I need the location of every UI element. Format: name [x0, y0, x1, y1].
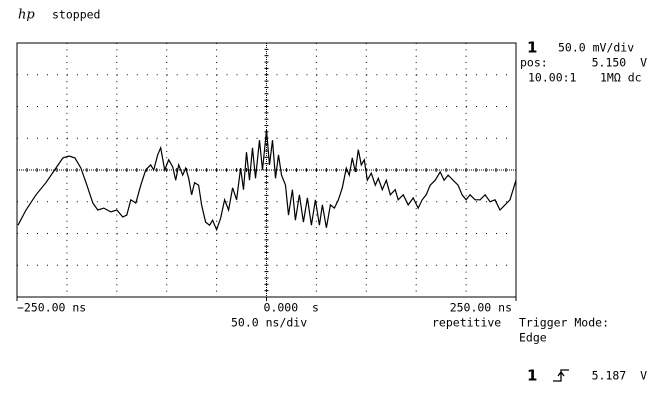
trigger-mode: Edge — [519, 331, 547, 345]
trigger-mode-label: Trigger Mode: — [519, 316, 609, 330]
channel-position: 5.150 V — [592, 56, 647, 70]
logo: hp — [18, 8, 35, 23]
timebase: 50.0 ns/div — [231, 316, 307, 330]
x-tick-label: 250.00 ns — [450, 301, 512, 315]
coupling: 1MΩ dc — [600, 71, 642, 85]
trigger-edge-icon — [553, 369, 569, 382]
acquisition-mode: repetitive — [432, 316, 501, 330]
probe-ratio: 10.00:1 — [528, 71, 577, 85]
run-status: stopped — [52, 8, 100, 22]
trigger-level: 5.187 V — [592, 369, 647, 383]
x-tick-label: 0.000 s — [264, 301, 319, 315]
position-label: pos: — [520, 56, 548, 70]
channel-number: 1 — [527, 39, 537, 57]
x-tick-label: −250.00 ns — [17, 301, 86, 315]
waveform — [17, 129, 517, 232]
channel-scale: 50.0 mV/div — [558, 41, 634, 55]
trigger-source: 1 — [527, 367, 537, 385]
